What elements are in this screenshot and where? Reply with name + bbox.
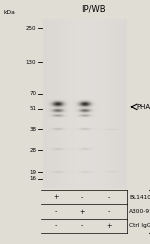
Text: 19: 19 bbox=[29, 170, 36, 174]
Text: BL14107: BL14107 bbox=[129, 195, 150, 200]
Text: 250: 250 bbox=[26, 26, 36, 30]
Text: Ctrl IgG: Ctrl IgG bbox=[129, 223, 150, 228]
Text: 28: 28 bbox=[29, 148, 36, 152]
Text: -: - bbox=[108, 194, 110, 200]
Text: A300-916A: A300-916A bbox=[129, 209, 150, 214]
Text: -: - bbox=[81, 194, 83, 200]
Text: -: - bbox=[55, 209, 57, 214]
Text: 70: 70 bbox=[29, 92, 36, 96]
Text: IP/WB: IP/WB bbox=[81, 5, 105, 14]
Text: 51: 51 bbox=[29, 106, 36, 111]
Text: +: + bbox=[106, 223, 111, 229]
Text: -: - bbox=[55, 223, 57, 229]
Text: 130: 130 bbox=[26, 60, 36, 65]
Text: 16: 16 bbox=[29, 176, 36, 181]
Text: 38: 38 bbox=[29, 127, 36, 132]
Text: -: - bbox=[108, 209, 110, 214]
Text: +: + bbox=[79, 209, 84, 214]
Text: -: - bbox=[81, 223, 83, 229]
Text: PHAX: PHAX bbox=[136, 104, 150, 110]
Text: kDa: kDa bbox=[3, 10, 15, 15]
Text: +: + bbox=[54, 194, 59, 200]
